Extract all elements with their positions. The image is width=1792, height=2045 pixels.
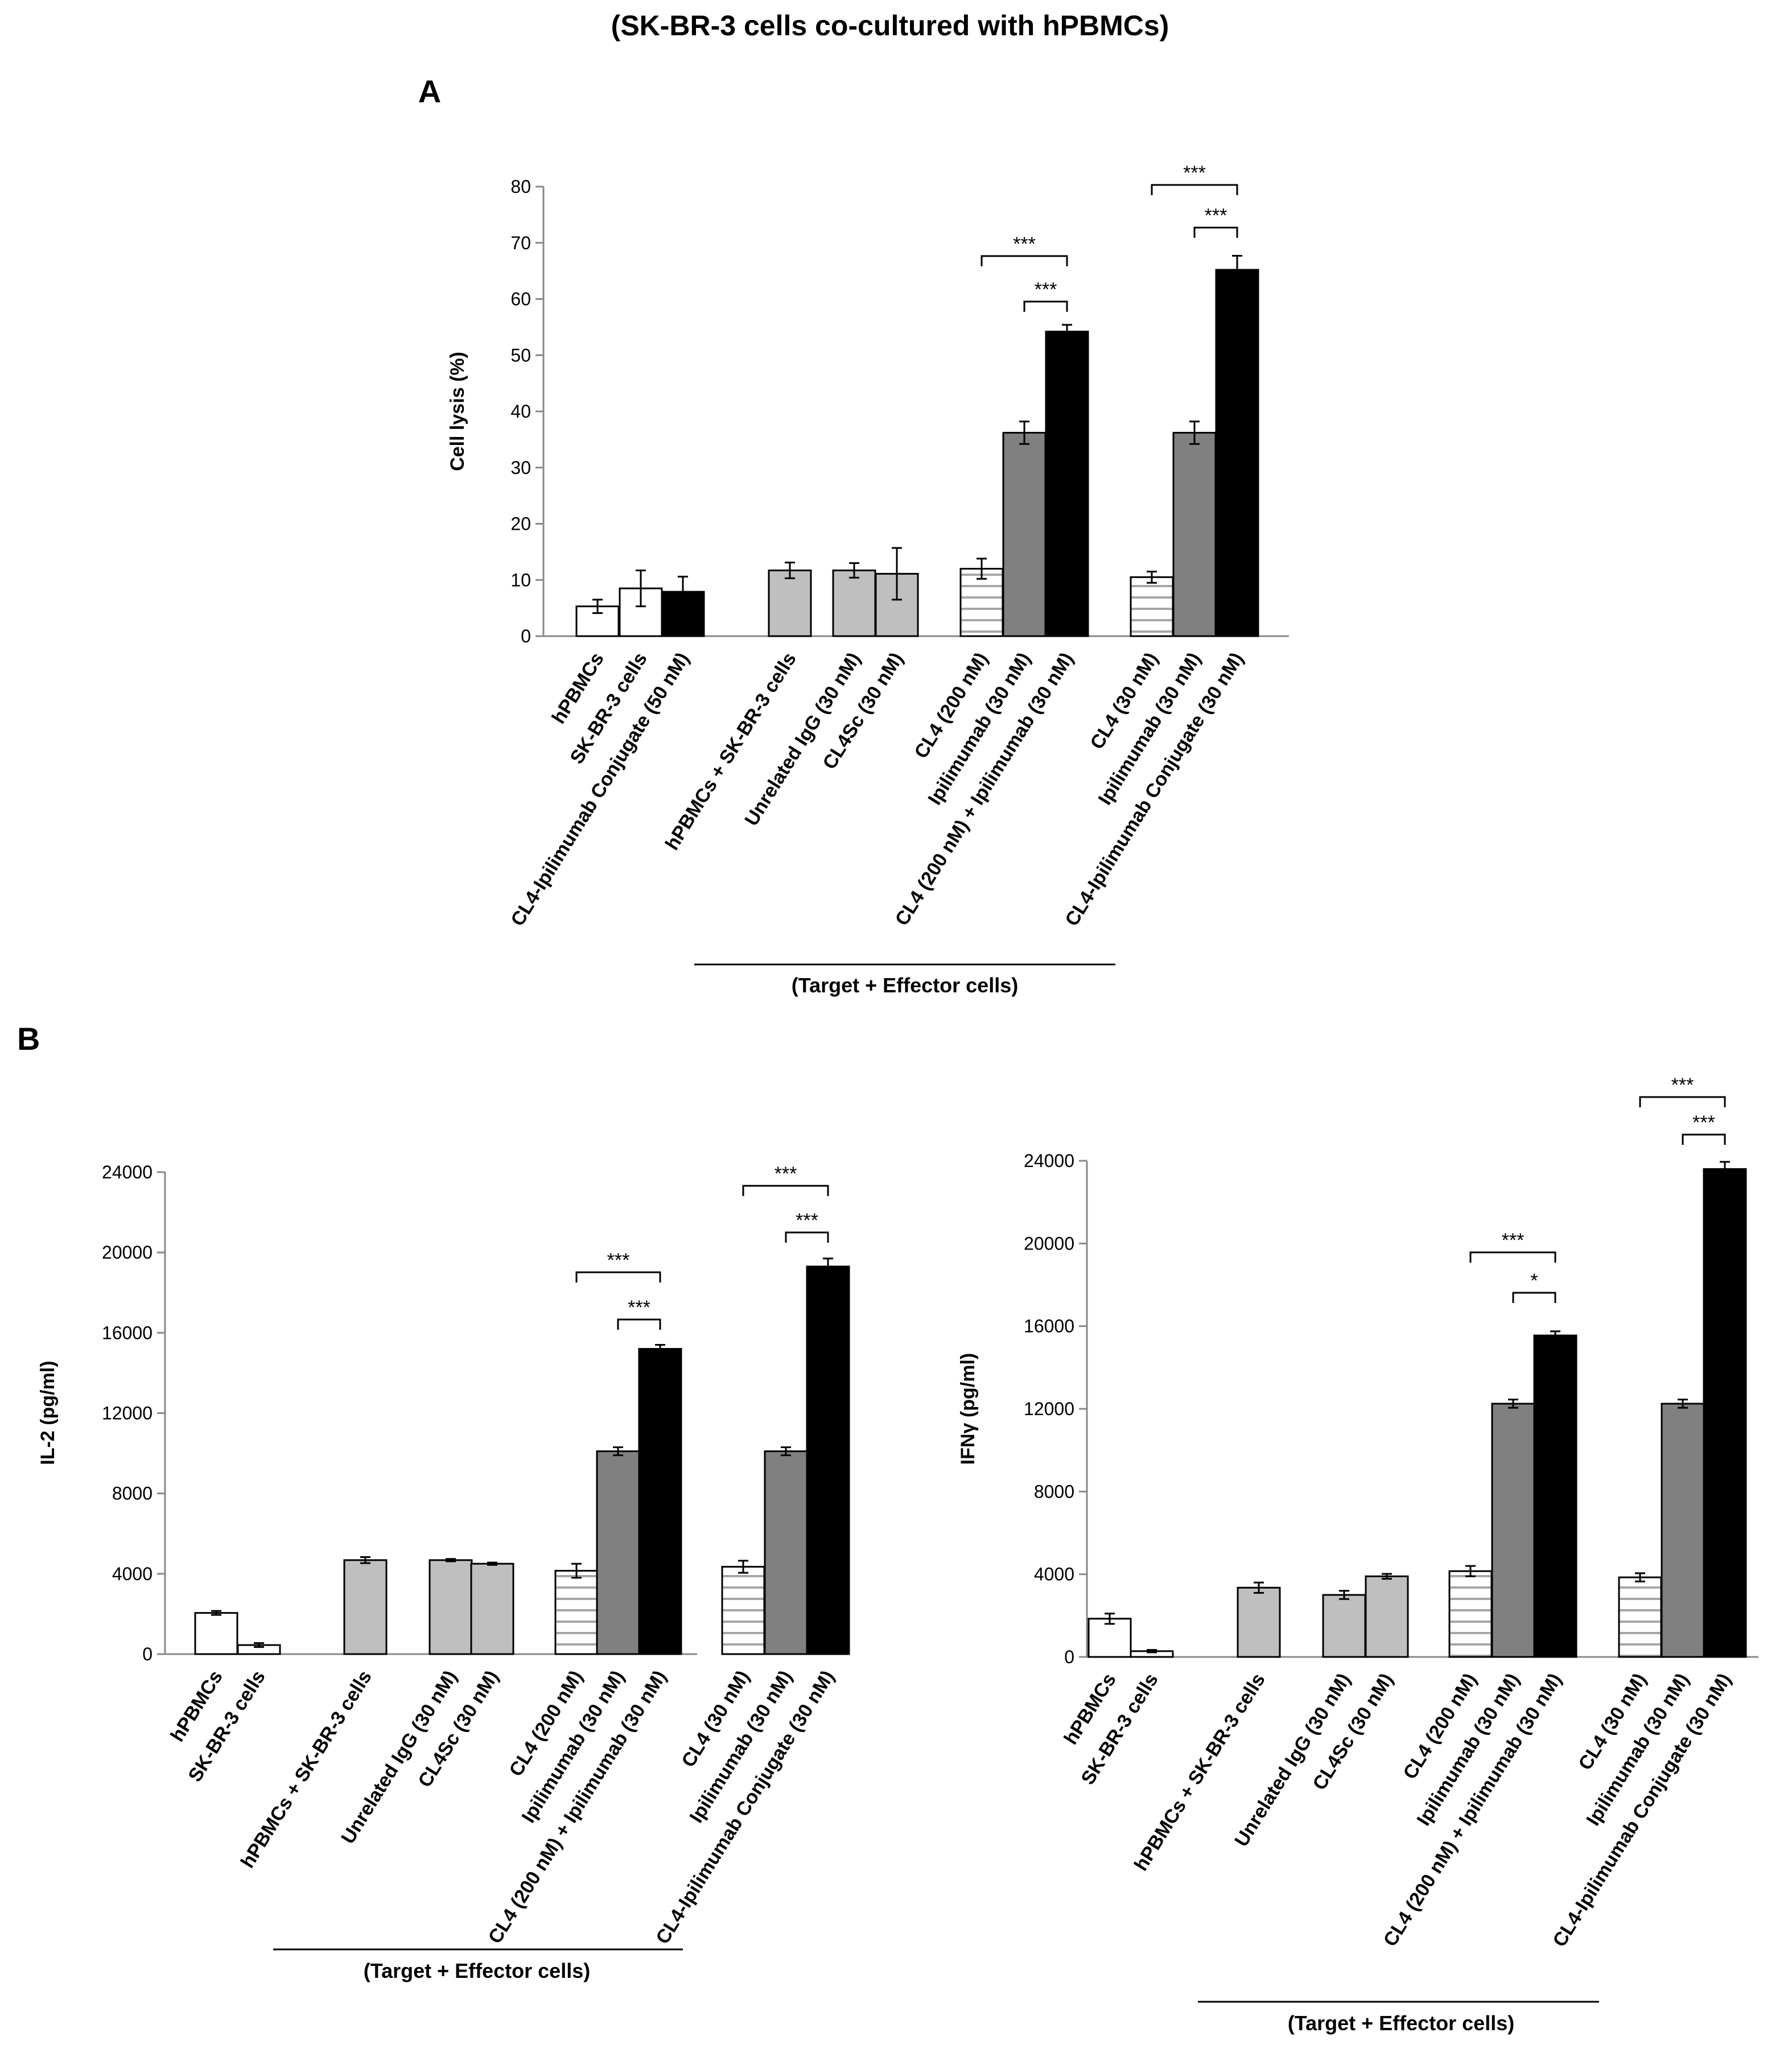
significance-bracket [1639,1096,1726,1107]
significance-label: *** [628,1297,650,1318]
chart-il2: 0 4000 8000 12000 16000 20000 24000 IL-2 (pg/ml… [37,1162,850,1982]
group-label: (Target + Effector cells) [792,974,1018,997]
bar [429,1559,473,1655]
significance-label: *** [1035,279,1057,300]
bar [832,569,876,637]
y-tick-label: 12000 [1024,1399,1074,1419]
y-tick-label: 16000 [1024,1316,1074,1337]
bar [1087,1618,1132,1658]
significance-bracket [1512,1292,1556,1303]
y-tick-label: 0 [521,626,531,646]
bar [194,1612,238,1655]
significance-label: *** [1671,1074,1694,1096]
bar [1215,269,1259,637]
y-axis-label: Cell lysis (%) [447,352,468,471]
panel-label-b: B [17,1021,40,1057]
figure-title: (SK-BR-3 cells co-cultured with hPBMCs) [611,10,1169,42]
panel-label-a: A [418,73,441,109]
chart-ifng: 0 4000 8000 12000 16000 20000 24000 IFNγ (pg/ml… [957,1074,1758,2035]
bar [1237,1586,1281,1658]
significance-label: *** [796,1210,818,1231]
significance-bracket [1469,1251,1556,1263]
significance-bracket [575,1271,661,1283]
bar [1322,1594,1366,1658]
y-tick-label: 50 [510,345,531,365]
y-tick-label: 20 [510,514,531,534]
significance-label: *** [1205,205,1227,226]
significance-bracket [1151,184,1238,195]
y-tick-label: 4000 [112,1564,153,1584]
bar [343,1559,388,1655]
y-tick-label: 30 [510,457,531,478]
x-tick-label: CL4 (200 nM) + Ipilimumab (30 nM) [1379,1669,1566,1951]
bar [1703,1168,1747,1658]
significance-bracket [785,1231,829,1243]
bar [1002,432,1047,637]
y-tick-label: 8000 [1034,1481,1074,1502]
bar [470,1562,514,1655]
y-tick-label: 0 [1064,1647,1074,1667]
y-tick-label: 24000 [1024,1151,1074,1171]
bar [1661,1403,1705,1658]
significance-label: *** [607,1250,630,1271]
bar [764,1450,808,1655]
y-tick-label: 60 [510,289,531,310]
y-tick-label: 12000 [102,1403,153,1424]
y-tick-label: 20000 [102,1242,153,1263]
bar [638,1348,682,1655]
bar [1172,432,1217,637]
significance-bracket [981,255,1068,266]
y-axis-label: IFNγ (pg/ml) [957,1353,979,1465]
significance-bracket [1023,300,1068,312]
significance-label: *** [1183,162,1206,184]
x-tick-label: CL4-Ipilimumab Conjugate (30 nM) [652,1667,839,1948]
y-tick-label: 16000 [102,1322,153,1343]
bar [1448,1570,1493,1658]
bar [1533,1334,1577,1658]
bar [959,568,1004,637]
x-tick-label: CL4 (200 nM) + Ipilimumab (30 nM) [484,1667,671,1948]
y-tick-label: 8000 [112,1483,153,1504]
x-tick-label: CL4 (200 nM) + Ipilimumab (30 nM) [891,649,1078,930]
y-tick-label: 4000 [1034,1564,1074,1585]
group-label: (Target + Effector cells) [364,1959,590,1982]
significance-bracket [1682,1133,1726,1145]
y-tick-label: 0 [142,1644,153,1664]
bar [806,1265,850,1655]
group-label: (Target + Effector cells) [1288,2011,1514,2035]
significance-bracket [617,1318,661,1330]
significance-bracket [742,1185,829,1196]
significance-label: *** [1692,1112,1715,1133]
bar [1365,1575,1409,1658]
significance-bracket [1193,226,1238,238]
y-tick-label: 24000 [102,1162,153,1182]
x-tick-label: CL4-Ipilimumab Conjugate (30 nM) [1061,649,1248,930]
bar [596,1450,640,1655]
y-tick-label: 40 [510,401,531,422]
x-tick-label: CL4-Ipilimumab Conjugate (30 nM) [1548,1669,1736,1951]
significance-label: *** [1013,233,1036,255]
y-tick-label: 80 [510,176,531,197]
significance-label: * [1530,1270,1538,1292]
y-tick-label: 10 [510,570,531,590]
x-tick-label: CL4-Ipilimumab Conjugate (50 nM) [506,649,694,930]
bar [768,569,812,637]
bar [1618,1576,1662,1658]
significance-label: *** [775,1163,797,1185]
y-tick-label: 70 [510,233,531,253]
bar [721,1565,765,1655]
y-tick-label: 20000 [1024,1233,1074,1254]
bar [554,1570,599,1655]
bar [1045,331,1089,637]
significance-label: *** [1502,1230,1525,1251]
x-tick-label: hPBMCs + SK-BR-3 cells [661,649,801,854]
bar [1130,576,1174,637]
bar [1491,1403,1535,1658]
y-axis-label: IL-2 (pg/ml) [37,1360,59,1465]
